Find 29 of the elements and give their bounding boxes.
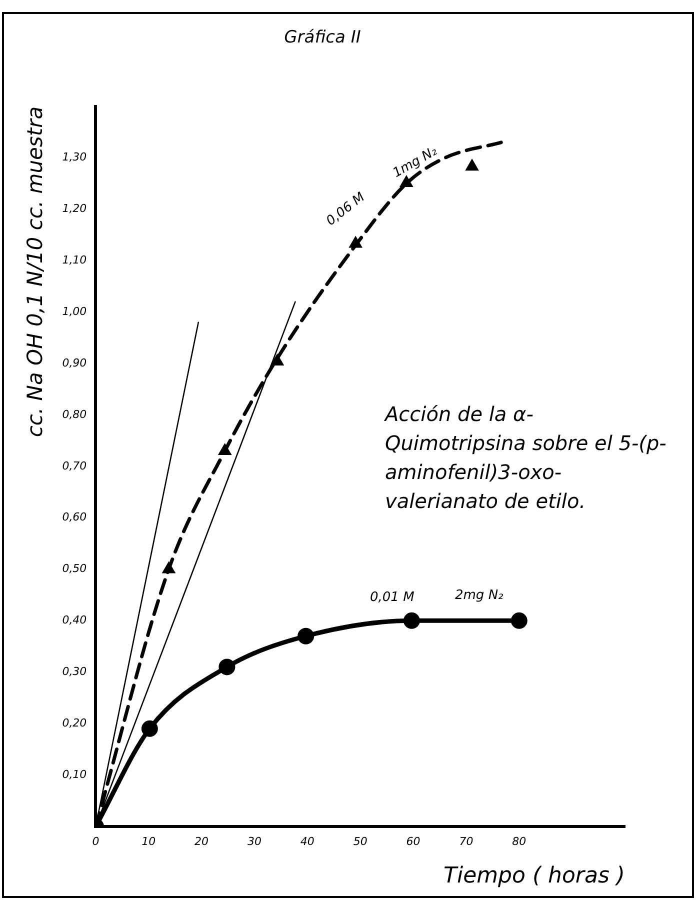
y-tick-label: 0,20: [62, 716, 87, 730]
y-tick-label: 0,90: [62, 356, 87, 370]
annotation: 1mg N₂: [390, 144, 440, 181]
y-tick-label: 0,50: [62, 562, 87, 576]
y-tick-label: 0,30: [62, 664, 87, 678]
y-tick-label: 1,00: [62, 304, 87, 318]
x-tick-label: 30: [247, 834, 262, 848]
x-tick-label: 60: [406, 834, 420, 848]
x-tick-label: 0: [92, 834, 100, 848]
annotation: Acción de la α- Quimotripsina sobre el 5-(p-aminofenil)3-oxo-valerianato de etilo.: [385, 401, 668, 515]
y-tick-label: 1,30: [62, 150, 87, 164]
annotation: 2mg N₂: [455, 588, 504, 603]
y-tick-label: 1,20: [62, 202, 87, 216]
y-tick-label: 0,70: [62, 459, 87, 472]
x-tick-label: 50: [353, 834, 368, 848]
x-tick-label: 70: [459, 834, 474, 848]
x-tick-label: 80: [512, 834, 526, 848]
x-tick-label: 10: [142, 834, 156, 848]
y-axis-title: cc. Na OH 0,1 N/10 cc. muestra: [23, 106, 48, 438]
y-tick-label: 0,10: [62, 768, 87, 781]
y-tick-label: 0,40: [62, 614, 87, 627]
y-tick-label: 0,80: [62, 408, 87, 421]
x-tick-label: 40: [300, 834, 314, 848]
y-tick-label: 0,60: [62, 510, 87, 524]
chart-title: Gráfica II: [284, 28, 361, 48]
x-tick-label: 20: [194, 834, 209, 848]
x-axis-title: Tiempo ( horas ): [444, 864, 625, 889]
y-tick-label: 1,10: [62, 254, 87, 267]
annotation: 0,01 M: [370, 590, 414, 605]
